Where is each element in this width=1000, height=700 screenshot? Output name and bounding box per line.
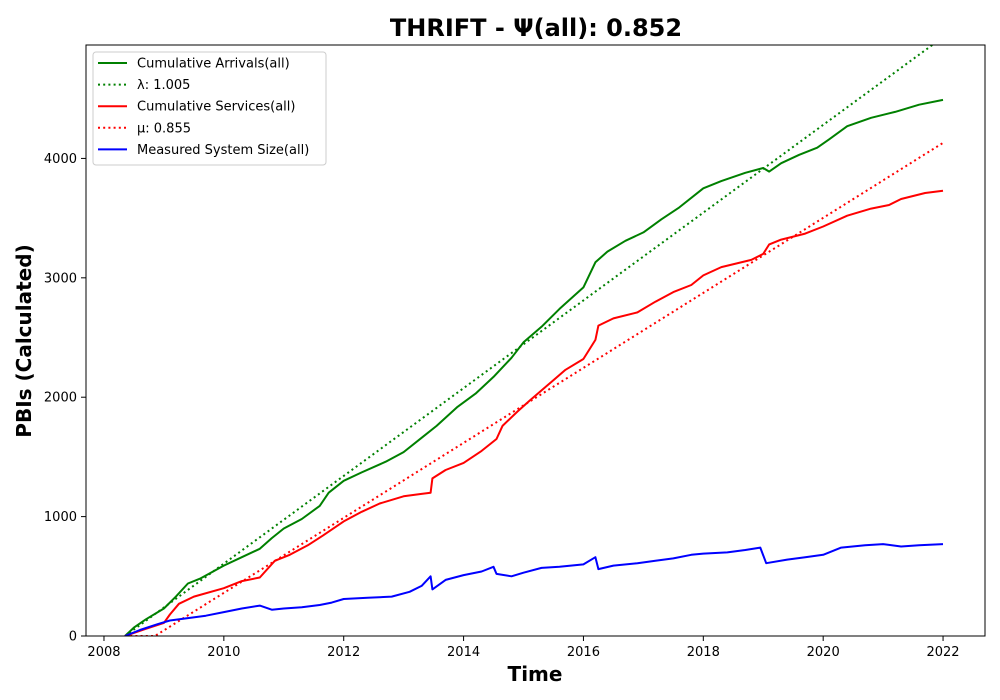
series-line-3 <box>125 142 944 636</box>
y-axis-label: PBIs (Calculated) <box>12 244 36 437</box>
x-tick-label: 2016 <box>567 645 600 660</box>
legend-entry: μ: 0.855 <box>137 121 191 136</box>
legend-entry: λ: 1.005 <box>137 78 190 93</box>
x-tick-label: 2010 <box>207 645 240 660</box>
chart-title: THRIFT - Ψ(all): 0.852 <box>390 14 682 42</box>
x-tick-label: 2014 <box>447 645 480 660</box>
x-axis-label: Time <box>508 662 563 686</box>
plot-area <box>124 45 944 636</box>
plot-frame <box>85 44 986 637</box>
y-tick-label: 3000 <box>44 271 77 286</box>
series-line-0 <box>124 98 944 636</box>
y-tick-label: 0 <box>69 630 77 645</box>
legend: Cumulative Arrivals(all) λ: 1.005 Cumulati… <box>92 51 327 166</box>
x-tick-label: 2020 <box>807 645 840 660</box>
legend-box <box>92 51 327 166</box>
x-tick-label: 2012 <box>327 645 360 660</box>
x-tick-label: 2022 <box>926 645 959 660</box>
y-tick-label: 1000 <box>44 510 77 525</box>
x-tick-label: 2008 <box>87 645 120 660</box>
series-line-1 <box>124 45 933 636</box>
series-line-4 <box>124 543 944 636</box>
y-axis: 0 1000 2000 3000 4000 <box>44 152 86 645</box>
y-tick-label: 4000 <box>44 152 77 167</box>
legend-entry: Cumulative Services(all) <box>137 100 295 115</box>
x-tick-label: 2018 <box>687 645 720 660</box>
series-line-2 <box>124 189 944 636</box>
y-tick-label: 2000 <box>44 391 77 406</box>
x-axis: 2008 2010 2012 2014 2016 2018 2020 2022 <box>87 636 960 660</box>
legend-entry: Cumulative Arrivals(all) <box>137 57 290 72</box>
legend-entry: Measured System Size(all) <box>137 143 309 158</box>
